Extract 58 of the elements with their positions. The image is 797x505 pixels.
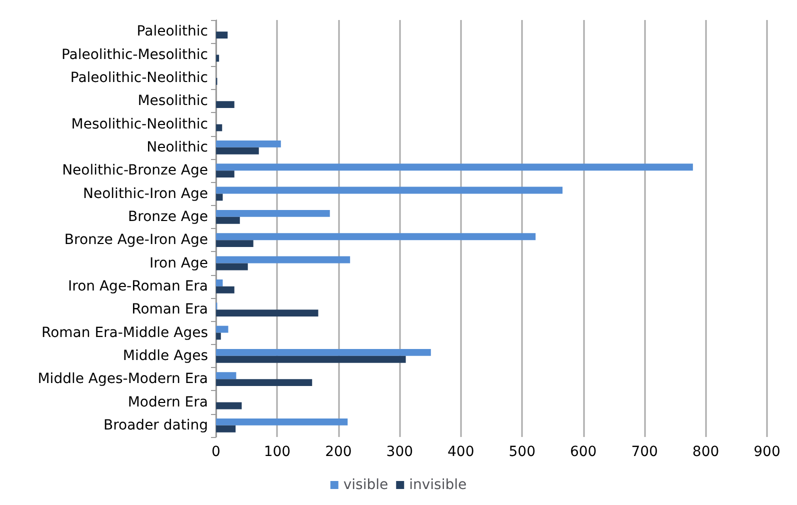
bar: [216, 164, 693, 171]
y-tick-label: Broader dating: [103, 417, 208, 434]
y-tick-label: Modern Era: [128, 394, 208, 410]
bar: [216, 186, 563, 194]
legend-label: visible: [343, 477, 388, 493]
bar: [216, 263, 248, 270]
bar: [216, 32, 228, 39]
bar: [216, 379, 312, 386]
bar: [216, 233, 536, 240]
x-tick-label: 800: [692, 444, 720, 460]
y-tick-label: Neolithic-Bronze Age: [62, 162, 208, 179]
y-tick-label: Mesolithic-Neolithic: [71, 116, 208, 132]
x-tick-label: 700: [631, 444, 658, 460]
legend-label: invisible: [409, 477, 467, 493]
y-tick-label: Neolithic: [146, 139, 208, 156]
bar: [216, 124, 222, 132]
bar: [216, 348, 431, 356]
bar: [216, 326, 228, 333]
y-tick-label: Middle Ages-Modern Era: [38, 371, 208, 388]
bar: [216, 332, 221, 340]
bar: [216, 216, 240, 224]
bar: [216, 256, 350, 264]
bar: [216, 147, 259, 154]
bar: [216, 402, 242, 410]
y-tick-label: Paleolithic: [136, 24, 208, 40]
y-tick-label: Roman Era-Middle Ages: [41, 324, 208, 341]
y-tick-label: Iron Age: [149, 255, 208, 272]
y-tick-label: Iron Age-Roman Era: [68, 278, 208, 294]
x-tick-label: 0: [212, 444, 220, 460]
bar: [216, 170, 234, 178]
bar: [216, 101, 234, 108]
bar: [216, 194, 223, 201]
bar: [216, 310, 318, 317]
y-tick-label: Bronze Age: [128, 208, 208, 225]
bar: [216, 279, 223, 286]
x-tick-label: 900: [754, 444, 780, 460]
y-tick-label: Roman Era: [132, 302, 208, 318]
bar: [216, 54, 220, 62]
bar: [216, 210, 330, 217]
bar: [216, 286, 234, 294]
y-tick-label: Bronze Age-Iron Age: [64, 232, 208, 248]
bar: [216, 140, 281, 148]
bar: [216, 372, 236, 380]
y-tick-label: Neolithic-Iron Age: [83, 186, 208, 202]
y-tick-label: Mesolithic: [138, 93, 208, 110]
x-tick-label: 300: [386, 444, 414, 460]
x-tick-label: 500: [508, 444, 536, 460]
bar: [216, 418, 348, 426]
y-tick-label: Middle Ages: [122, 348, 208, 364]
x-tick-label: 200: [325, 444, 352, 460]
x-tick-label: 400: [448, 444, 474, 460]
bar: [216, 425, 236, 432]
bar: [216, 356, 406, 363]
y-tick-label: Paleolithic-Mesolithic: [61, 46, 208, 63]
y-tick-label: Paleolithic-Neolithic: [70, 70, 208, 86]
x-tick-label: 600: [570, 444, 597, 460]
bar: [216, 240, 254, 248]
x-tick-label: 100: [264, 444, 291, 460]
